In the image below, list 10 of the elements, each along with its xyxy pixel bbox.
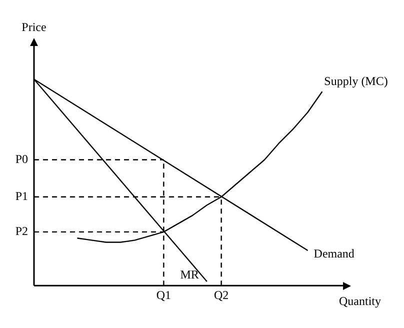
x-tick-label: Q2 bbox=[214, 288, 229, 302]
series-label: P2 bbox=[15, 224, 28, 238]
series-label: MR bbox=[180, 268, 199, 282]
series-label: Supply (MC) bbox=[324, 74, 388, 88]
series-label: P0 bbox=[15, 152, 28, 166]
x-tick-label: Q1 bbox=[156, 288, 172, 302]
x-axis-title: Quantity bbox=[339, 294, 381, 308]
y-axis-title: Price bbox=[22, 20, 46, 34]
series-label: P1 bbox=[15, 189, 28, 204]
series-label: Demand bbox=[314, 246, 354, 261]
